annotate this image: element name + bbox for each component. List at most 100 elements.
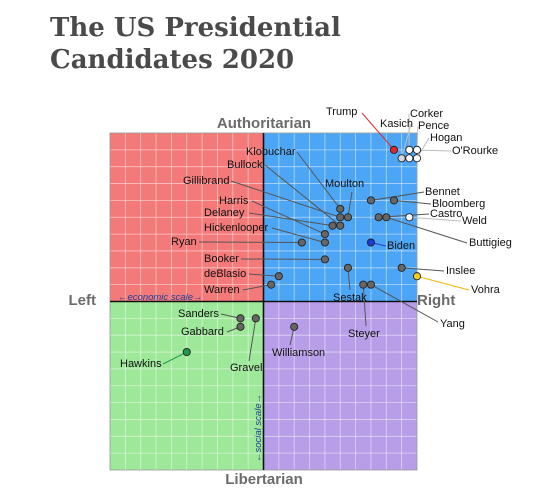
point-corker <box>405 154 414 163</box>
label-bullock: Bullock <box>227 159 263 171</box>
label-corker: Corker <box>410 108 443 120</box>
label-bloomberg: Bloomberg <box>432 198 485 210</box>
label-warren: Warren <box>204 284 240 296</box>
point-bennet <box>366 196 376 205</box>
point-hawkins <box>182 347 191 357</box>
point-buttigieg <box>382 213 391 222</box>
point-bloomberg <box>389 196 399 205</box>
point-harris <box>320 230 329 239</box>
leader-line-hickenlooper <box>271 227 326 244</box>
economic-scale-note: ←economic scale→ <box>118 292 202 303</box>
label-hawkins: Hawkins <box>120 358 162 370</box>
label-o-rourke: O'Rourke <box>452 145 498 157</box>
point-hickenlooper <box>320 238 329 247</box>
leader-line-steyer <box>362 284 367 327</box>
point-kasich <box>397 154 406 163</box>
point-warren <box>267 280 276 289</box>
leader-line-ryan <box>198 241 302 244</box>
point-delaney <box>328 221 337 230</box>
point-yang <box>366 280 376 289</box>
leader-line-inslee <box>401 267 445 272</box>
point-sestak <box>343 263 352 272</box>
data-points <box>182 145 422 357</box>
label-gillibrand: Gillibrand <box>183 175 229 187</box>
leader-line-hawkins <box>162 351 187 365</box>
leader-line-moulton <box>347 191 353 218</box>
point-booker <box>320 255 329 264</box>
label-pence: Pence <box>418 120 449 132</box>
leader-line-yang <box>370 284 439 323</box>
label-buttigieg: Buttigieg <box>469 237 512 249</box>
point-sanders <box>236 314 245 323</box>
point-weld <box>405 213 414 222</box>
point-gabbard <box>236 322 245 331</box>
leader-line-trump <box>361 112 395 151</box>
point-hogan <box>412 154 422 163</box>
leader-line-buttigieg <box>386 216 468 244</box>
label-castro: Castro <box>430 208 462 220</box>
axis-label-libertarian: Libertarian <box>225 471 303 488</box>
label-biden: Biden <box>387 240 415 252</box>
point-castro <box>374 213 383 222</box>
label-kasich: Kasich <box>380 118 413 130</box>
axis-label-authoritarian: Authoritarian <box>217 115 311 132</box>
leader-line-deblasio <box>248 273 279 277</box>
chart-axes <box>110 133 417 470</box>
leader-line-delaney <box>248 212 333 227</box>
label-inslee: Inslee <box>446 265 475 277</box>
point-moulton <box>343 213 352 222</box>
point-klobuchar <box>336 204 345 213</box>
axis-label-right: Right <box>417 292 455 309</box>
label-steyer: Steyer <box>348 328 380 340</box>
leader-line-harris <box>251 200 326 235</box>
point-bullock <box>336 221 345 230</box>
leader-line-bullock <box>264 164 341 227</box>
label-deblasio: deBlasio <box>204 268 246 280</box>
label-klobuchar: Klobuchar <box>246 146 296 158</box>
leader-line-bloomberg <box>393 199 432 205</box>
label-vohra: Vohra <box>471 284 501 296</box>
label-hickenlooper: Hickenlooper <box>204 222 269 234</box>
label-weld: Weld <box>462 215 487 227</box>
point-williamson <box>290 322 299 331</box>
axis-label-left: Left <box>69 292 97 309</box>
social-scale-note: ←social scale→ <box>253 394 264 462</box>
point-biden <box>366 238 376 247</box>
point-pence <box>412 145 422 154</box>
leader-line-weld <box>409 216 462 222</box>
point-ryan <box>297 238 306 247</box>
point-o-rourke <box>405 145 414 154</box>
label-bennet: Bennet <box>425 186 460 198</box>
label-gravel: Gravel <box>230 362 262 374</box>
label-gabbard: Gabbard <box>181 326 224 338</box>
point-deblasio <box>274 272 283 281</box>
leader-line-bennet <box>370 191 425 201</box>
point-inslee <box>397 263 406 272</box>
leader-line-vohra <box>416 275 470 291</box>
label-booker: Booker <box>204 253 239 265</box>
label-delaney: Delaney <box>204 207 245 219</box>
label-moulton: Moulton <box>325 178 364 190</box>
label-hogan: Hogan <box>430 132 462 144</box>
point-gravel <box>251 314 260 323</box>
label-trump: Trump <box>326 106 357 118</box>
point-vohra <box>412 272 422 281</box>
chart-title-line-1: The US Presidential <box>50 13 341 43</box>
point-gillibrand <box>336 213 345 222</box>
leader-line-klobuchar <box>296 151 341 210</box>
label-ryan: Ryan <box>171 236 197 248</box>
chart-title: The US Presidential Candidates 2020 <box>50 12 350 76</box>
label-yang: Yang <box>440 318 465 330</box>
chart-title-line-2: Candidates 2020 <box>50 45 295 75</box>
point-steyer <box>359 280 368 289</box>
point-trump <box>389 145 399 154</box>
label-sanders: Sanders <box>178 308 219 320</box>
leader-line-gravel <box>248 318 257 362</box>
leader-line-gillibrand <box>230 180 341 218</box>
leader-line-warren <box>242 284 272 291</box>
label-williamson: Williamson <box>272 347 325 359</box>
label-sestak: Sestak <box>333 292 367 304</box>
label-harris: Harris <box>219 195 249 207</box>
